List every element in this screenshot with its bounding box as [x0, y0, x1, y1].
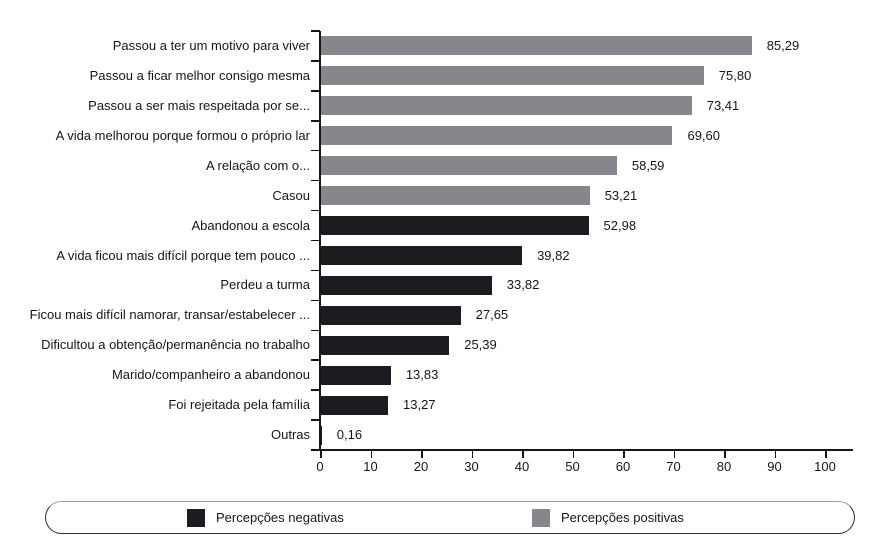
value-label: 52,98: [603, 217, 637, 233]
value-axis-tick: [421, 450, 423, 458]
legend-label-positive: Percepções positivas: [561, 510, 684, 525]
value-axis-tick: [471, 450, 473, 458]
bar-negative: [321, 365, 391, 385]
legend-swatch-negative-icon: [187, 508, 205, 527]
value-axis-tick: [724, 450, 726, 458]
legend-label-negative: Percepções negativas: [216, 510, 344, 525]
bar-negative: [321, 216, 589, 236]
bar-positive: [321, 96, 692, 116]
value-axis-tick: [572, 450, 574, 458]
legend-swatch-positive-icon: [532, 508, 550, 527]
value-label: 39,82: [537, 247, 570, 263]
value-label: 33,82: [506, 277, 540, 293]
value-axis-tick-label: 70: [666, 459, 681, 474]
bar-positive: [321, 186, 590, 206]
category-axis-tick: [311, 419, 320, 421]
bar-positive: [321, 126, 673, 146]
bar-negative: [321, 275, 492, 295]
category-axis-tick: [311, 60, 320, 62]
value-label: 27,65: [475, 307, 509, 323]
bar-negative: [321, 245, 523, 265]
category-axis-tick: [311, 359, 320, 361]
category-axis-tick: [311, 449, 320, 451]
value-axis-tick-label: 30: [464, 459, 479, 474]
bar-negative: [321, 305, 461, 325]
value-label: 25,39: [464, 337, 497, 353]
value-label: 53,21: [604, 187, 638, 203]
category-label: Perdeu a turma: [220, 277, 310, 293]
category-axis-tick: [311, 120, 320, 122]
value-axis-tick: [370, 450, 372, 458]
category-label: Passou a ter um motivo para viver: [112, 38, 310, 53]
category-label: A vida melhorou porque formou o próprio …: [55, 127, 310, 143]
value-axis-tick: [673, 450, 675, 458]
bar-positive: [321, 156, 617, 176]
category-axis-tick: [311, 149, 320, 152]
value-axis-tick-label: 10: [363, 459, 378, 474]
category-axis-tick: [311, 329, 320, 332]
value-axis-tick-label: 50: [565, 459, 580, 474]
value-axis-tick-label: 80: [716, 459, 732, 474]
value-axis-tick-label: 40: [514, 459, 530, 474]
value-axis-tick-label: 20: [413, 459, 429, 474]
value-axis-tick-label: 60: [615, 459, 631, 474]
value-label: 73,41: [706, 97, 740, 113]
value-label: 58,59: [631, 157, 665, 173]
bar-positive: [321, 36, 752, 56]
category-axis-tick: [311, 269, 320, 272]
legend-item-negative: Percepções negativas: [187, 502, 344, 533]
legend-box: Percepções negativas Percepções positiva…: [45, 501, 855, 534]
bar-negative: [321, 425, 322, 445]
x-axis: [311, 449, 853, 451]
category-label: Passou a ficar melhor consigo mesma: [89, 67, 310, 83]
category-axis-tick: [311, 239, 320, 242]
value-label: 75,80: [718, 67, 752, 83]
category-label: Abandonou a escola: [191, 217, 310, 233]
value-axis-tick: [522, 450, 524, 458]
category-label: Outras: [270, 427, 310, 443]
category-label: Ficou mais difícil namorar, transar/esta…: [29, 307, 310, 323]
value-label: 85,29: [766, 38, 800, 53]
value-axis-tick: [825, 450, 827, 458]
value-axis-tick-label: 90: [767, 459, 782, 474]
value-label: 13,27: [403, 397, 436, 413]
value-label: 13,83: [405, 367, 439, 383]
bar-negative: [321, 395, 388, 415]
category-label: Marido/companheiro a abandonou: [111, 367, 310, 383]
category-axis-tick: [311, 299, 320, 302]
category-axis-tick: [311, 209, 320, 212]
category-axis-tick: [311, 90, 320, 92]
value-axis-tick-label: 100: [814, 459, 836, 474]
category-label: A relação com o...: [205, 157, 310, 173]
value-label: 69,60: [687, 127, 721, 143]
bar-positive: [321, 66, 704, 86]
category-label: Foi rejeitada pela família: [168, 397, 310, 413]
category-label: A vida ficou mais difícil porque tem pou…: [56, 247, 310, 263]
value-label: 0,16: [336, 427, 363, 443]
category-axis-tick: [311, 389, 320, 391]
value-axis-tick: [774, 450, 776, 458]
value-axis-tick: [623, 450, 625, 458]
value-axis-tick: [320, 450, 322, 458]
category-axis-tick: [311, 30, 320, 32]
value-axis-tick-label: 0: [316, 459, 324, 474]
category-axis-tick: [311, 179, 320, 182]
category-label: Casou: [272, 187, 310, 203]
category-label: Passou a ser mais respeitada por se...: [88, 97, 310, 113]
bar-negative: [321, 335, 450, 355]
legend-item-positive: Percepções positivas: [532, 502, 684, 533]
category-label: Dificultou a obtenção/permanência no tra…: [41, 337, 310, 353]
